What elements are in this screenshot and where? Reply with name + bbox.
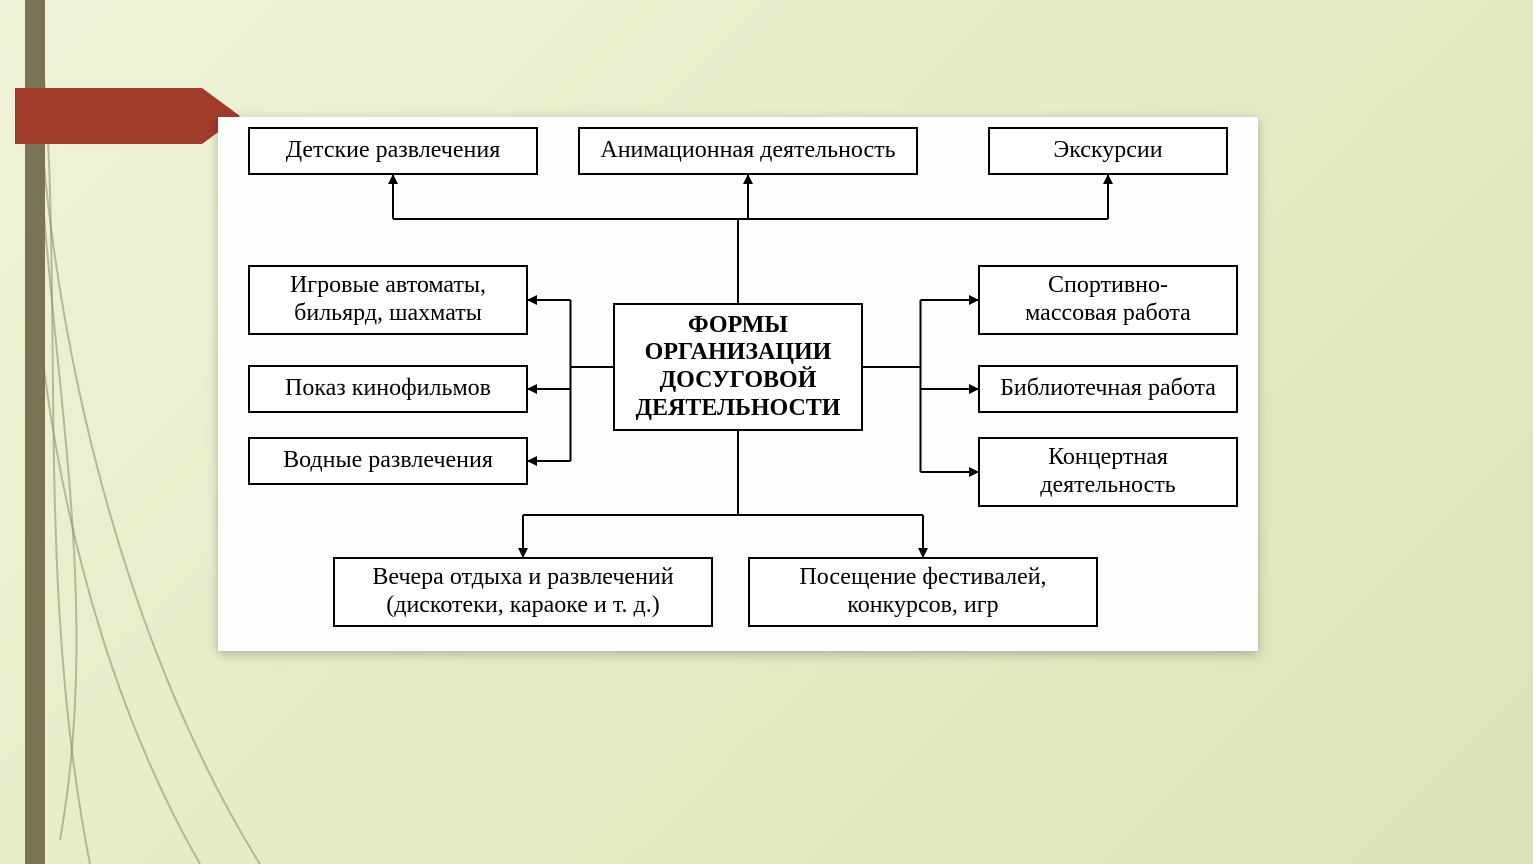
diagram-node-right1: Спортивно- массовая работа bbox=[978, 265, 1238, 335]
diagram-node-label: Библиотечная работа bbox=[1000, 375, 1216, 403]
diagram-node-left1: Игровые автоматы, бильярд, шахматы bbox=[248, 265, 528, 335]
diagram-node-label: Анимационная деятельность bbox=[600, 137, 895, 165]
diagram-node-center: ФОРМЫ ОРГАНИЗАЦИИ ДОСУГОВОЙ ДЕЯТЕЛЬНОСТИ bbox=[613, 303, 863, 431]
diagram-node-label: ФОРМЫ ОРГАНИЗАЦИИ ДОСУГОВОЙ ДЕЯТЕЛЬНОСТИ bbox=[636, 312, 841, 422]
diagram-panel: ФОРМЫ ОРГАНИЗАЦИИ ДОСУГОВОЙ ДЕЯТЕЛЬНОСТИ… bbox=[218, 117, 1258, 651]
diagram-node-bot2: Посещение фестивалей, конкурсов, игр bbox=[748, 557, 1098, 627]
title-arrow-shape bbox=[15, 88, 240, 144]
diagram-node-top1: Детские развлечения bbox=[248, 127, 538, 175]
diagram-node-label: Спортивно- массовая работа bbox=[1025, 272, 1191, 327]
diagram-node-left2: Показ кинофильмов bbox=[248, 365, 528, 413]
diagram-node-label: Игровые автоматы, бильярд, шахматы bbox=[290, 272, 486, 327]
diagram-node-right2: Библиотечная работа bbox=[978, 365, 1238, 413]
diagram-node-right3: Концертная деятельность bbox=[978, 437, 1238, 507]
diagram-node-label: Вечера отдыха и развлечений (дискотеки, … bbox=[372, 564, 673, 619]
diagram-node-label: Концертная деятельность bbox=[1040, 444, 1176, 499]
diagram-node-bot1: Вечера отдыха и развлечений (дискотеки, … bbox=[333, 557, 713, 627]
diagram-node-left3: Водные развлечения bbox=[248, 437, 528, 485]
diagram-node-label: Показ кинофильмов bbox=[285, 375, 491, 403]
diagram-node-top2: Анимационная деятельность bbox=[578, 127, 918, 175]
diagram-node-label: Посещение фестивалей, конкурсов, игр bbox=[799, 564, 1046, 619]
diagram-node-top3: Экскурсии bbox=[988, 127, 1228, 175]
diagram-node-label: Водные развлечения bbox=[283, 447, 493, 475]
slide: ФОРМЫ ОРГАНИЗАЦИИ ДОСУГОВОЙ ДЕЯТЕЛЬНОСТИ… bbox=[0, 0, 1533, 864]
diagram-node-label: Детские развлечения bbox=[286, 137, 501, 165]
diagram-node-label: Экскурсии bbox=[1053, 137, 1162, 165]
